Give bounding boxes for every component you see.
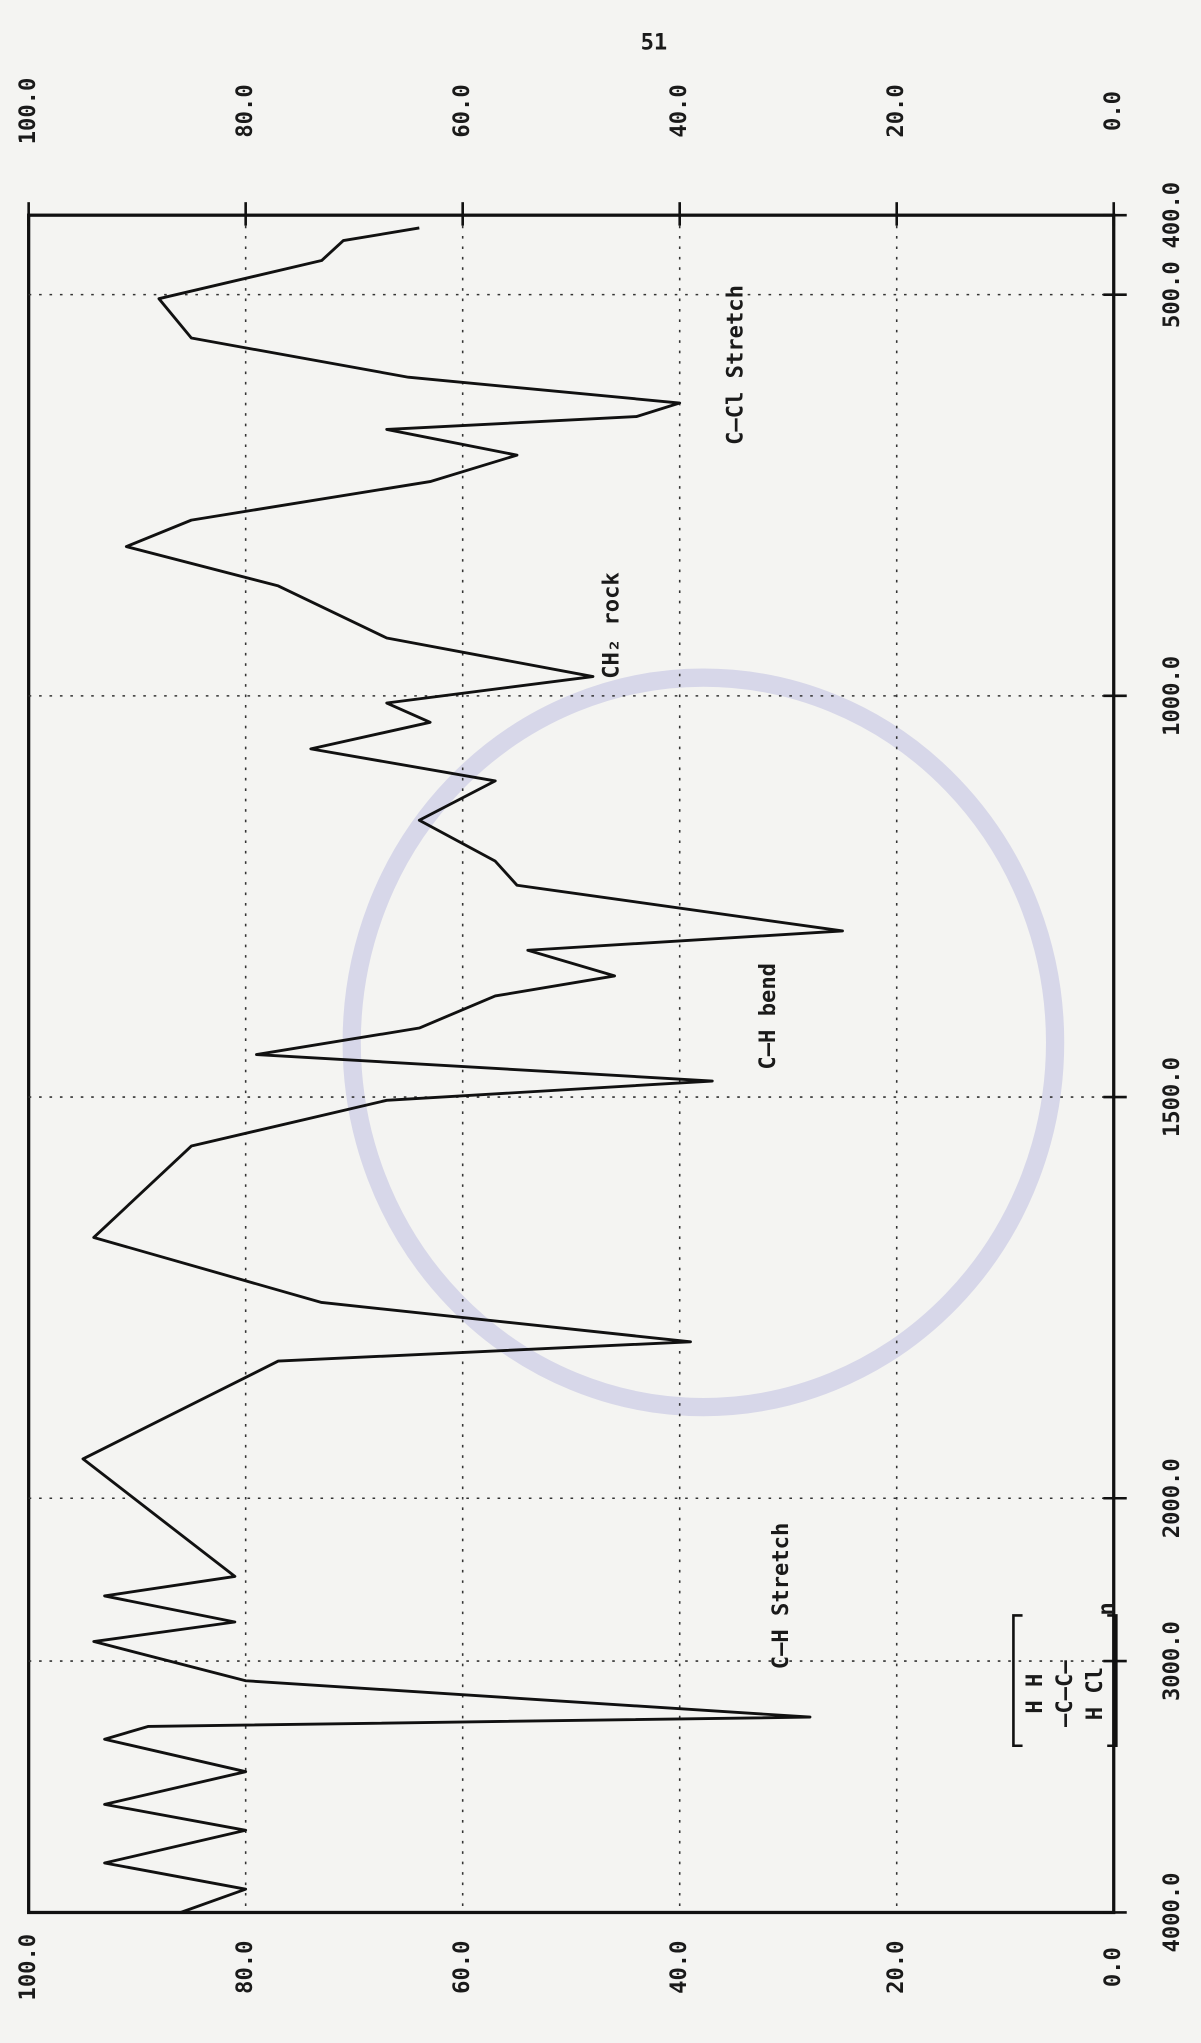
y-tick-label: 40.0: [666, 1941, 692, 1994]
y-tick-label-top: 60.0: [449, 84, 475, 137]
y-tick-label: 60.0: [449, 1941, 475, 1994]
annotation: CH₂ rock: [599, 572, 625, 679]
y-tick-label-top: 80.0: [232, 84, 258, 137]
watermark: [342, 668, 1065, 1417]
spectrum-line: [81, 226, 844, 1914]
y-tick-label-top: 100.0: [15, 78, 41, 145]
x-tick-label: 1500.0: [1159, 1057, 1185, 1137]
formula: H H: [1022, 1674, 1048, 1714]
y-tick-label-top: 0.0: [1100, 91, 1126, 131]
x-tick-label: 400.0: [1159, 182, 1185, 249]
formula: n: [1094, 1602, 1120, 1615]
annotation: C–H bend: [755, 963, 781, 1070]
formula-bracket: [1012, 1614, 1118, 1748]
x-tick-label: 500.0: [1159, 261, 1185, 328]
formula: H Cl: [1082, 1667, 1108, 1720]
x-tick-label: 1000.0: [1159, 656, 1185, 736]
formula: —C—C—: [1052, 1660, 1078, 1727]
x-tick-label: 3000.0: [1159, 1621, 1185, 1701]
x-tick-label: 2000.0: [1159, 1458, 1185, 1538]
annotation: C–Cl Stretch: [722, 285, 748, 445]
y-tick-label-top: 20.0: [883, 84, 909, 137]
annotation: C–H Stretch: [768, 1523, 794, 1670]
x-tick-label: 4000.0: [1159, 1873, 1185, 1953]
y-tick-label: 20.0: [883, 1941, 909, 1994]
y-tick-label: 100.0: [15, 1934, 41, 2001]
y-tick-label-top: 40.0: [666, 84, 692, 137]
y-tick-label: 0.0: [1100, 1947, 1126, 1987]
page-number: 51: [641, 30, 668, 56]
y-tick-label: 80.0: [232, 1941, 258, 1994]
plot-frame: [27, 213, 1116, 1915]
